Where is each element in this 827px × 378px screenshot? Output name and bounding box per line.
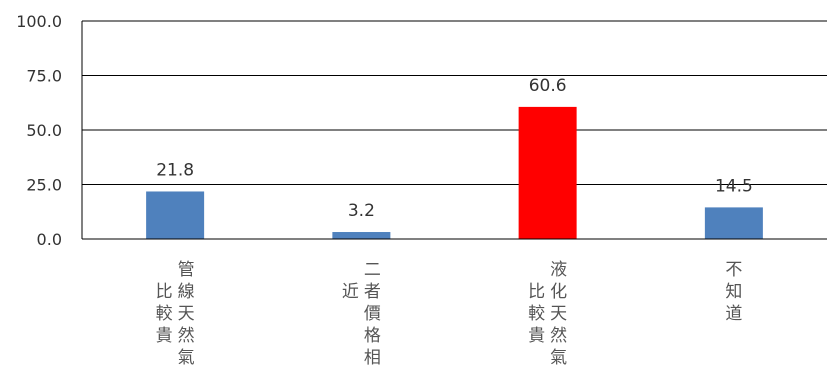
category-label-char: 天 [178, 304, 195, 324]
data-label: 3.2 [348, 201, 375, 221]
category-label-char: 相 [364, 348, 381, 368]
data-label: 21.8 [156, 160, 194, 180]
y-tick-labels: 0.0 25.0 50.0 75.0 100.0 [16, 12, 62, 249]
category-label-char: 道 [725, 304, 742, 324]
category-label-char: 天 [550, 304, 567, 324]
category-label-char: 液 [550, 260, 567, 280]
category-label: 不知道 [725, 260, 742, 324]
category-label-char: 知 [725, 282, 742, 302]
category-label-char: 比 [156, 282, 173, 302]
category-label-char: 然 [550, 326, 567, 346]
category-label-char: 貴 [528, 326, 545, 346]
gridlines [82, 20, 827, 185]
bar [146, 191, 205, 239]
y-tick-label: 75.0 [26, 67, 62, 86]
data-label: 14.5 [715, 176, 753, 196]
category-label-char: 管 [178, 260, 195, 280]
category-label-char: 化 [550, 282, 567, 302]
category-label-char: 不 [725, 260, 742, 280]
category-label-char: 近 [342, 282, 359, 302]
data-label: 60.6 [529, 76, 567, 96]
bar [704, 207, 763, 239]
category-label-char: 價 [364, 304, 381, 324]
bars [146, 106, 763, 239]
category-label-char: 較 [528, 304, 545, 324]
category-label-char: 格 [364, 326, 381, 346]
y-tick-label: 0.0 [37, 230, 62, 249]
data-labels: 21.8 3.2 60.6 14.5 [156, 76, 753, 221]
category-label-char: 氣 [550, 348, 567, 368]
bar [332, 232, 391, 239]
y-tick-label: 100.0 [16, 12, 62, 31]
category-label-char: 二 [364, 260, 381, 280]
category-label-char: 較 [156, 304, 173, 324]
y-tick-label: 25.0 [26, 176, 62, 195]
category-label-char: 比 [528, 282, 545, 302]
category-label-char: 貴 [156, 326, 173, 346]
category-label-char: 氣 [178, 348, 195, 368]
y-tick-label: 50.0 [26, 121, 62, 140]
category-label-char: 然 [178, 326, 195, 346]
axes [81, 21, 827, 240]
category-label-char: 者 [364, 282, 381, 302]
category-label-char: 線 [178, 282, 195, 302]
bar [518, 106, 577, 239]
